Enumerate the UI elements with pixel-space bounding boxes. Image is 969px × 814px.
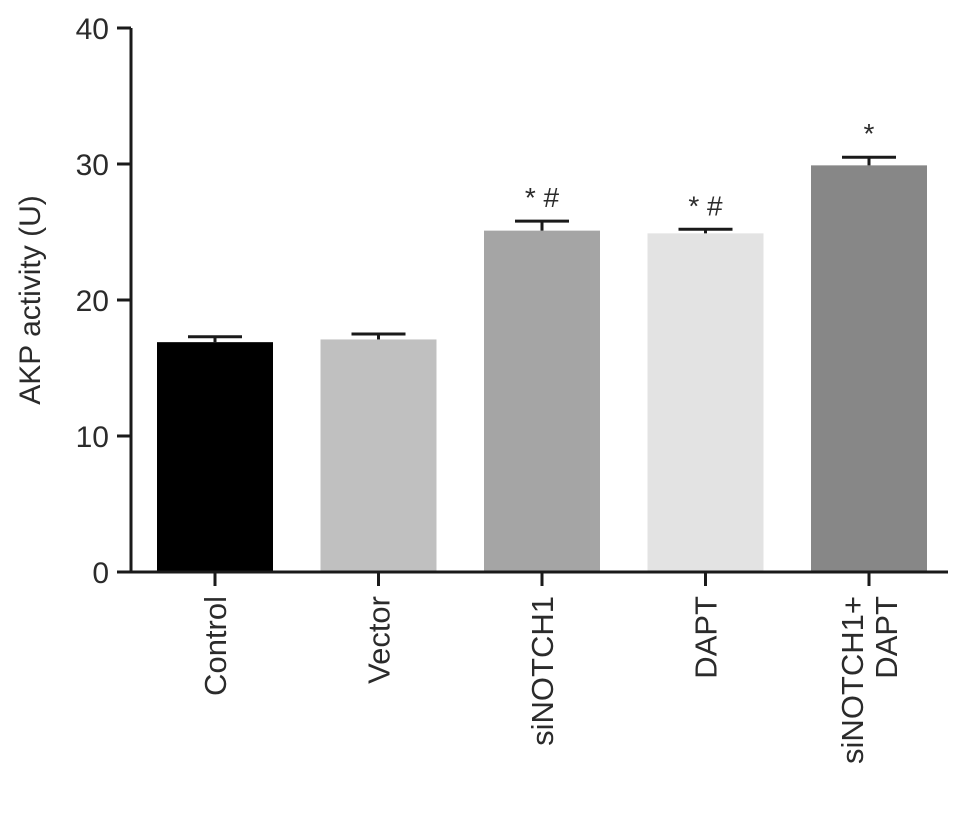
- x-category-label-4-line-0: siNOTCH1+: [835, 596, 870, 764]
- bar-1: [320, 339, 437, 572]
- significance-marker-3: * #: [688, 190, 723, 221]
- x-category-label-4-line-1: DAPT: [869, 596, 904, 679]
- x-category-label-3: DAPT: [689, 596, 724, 679]
- bar-3: [647, 233, 764, 573]
- y-axis-title: AKP activity (U): [14, 195, 47, 405]
- y-tick-label-1: 10: [76, 421, 109, 454]
- significance-marker-4: *: [864, 118, 875, 149]
- bar-4: [811, 165, 927, 573]
- x-category-label-1: Vector: [362, 596, 397, 684]
- y-tick-label-4: 40: [76, 13, 109, 46]
- error-bars-layer: [188, 155, 896, 343]
- bar-2: [484, 230, 600, 572]
- y-tick-label-2: 20: [76, 285, 109, 318]
- y-tick-label-3: 30: [76, 149, 109, 182]
- x-category-label-0: Control: [198, 596, 233, 696]
- significance-marker-2: * #: [525, 182, 560, 213]
- labels-layer: * # * # * 0 10 20 30 40 Control Vector siNOTCH1 DAP…: [76, 13, 904, 764]
- y-tick-label-0: 0: [92, 557, 109, 590]
- x-category-label-2: siNOTCH1: [525, 596, 560, 746]
- bars-layer: [157, 165, 927, 573]
- axes-layer: [117, 26, 948, 586]
- bar-0: [157, 342, 273, 572]
